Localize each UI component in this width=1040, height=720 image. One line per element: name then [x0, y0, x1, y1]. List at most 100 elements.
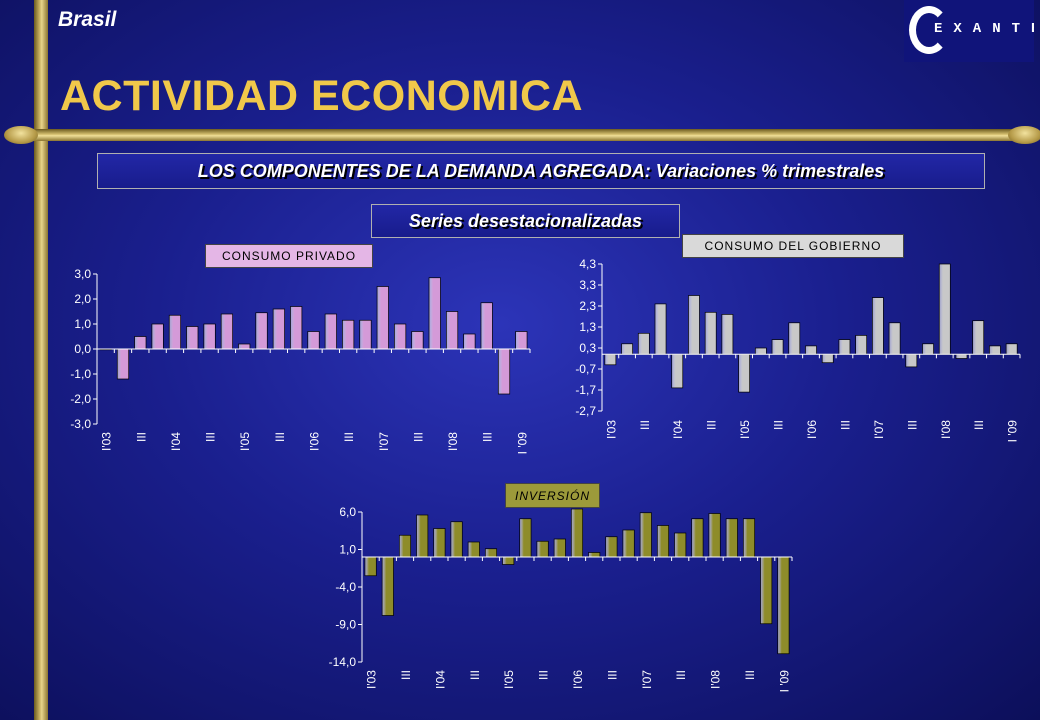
- series-label-box: Series desestacionalizadas: [371, 204, 680, 238]
- inversion-ytick-label: 1,0: [339, 543, 356, 557]
- inversion-bar: [519, 518, 532, 558]
- consumo-privado-xtick-label: III: [411, 432, 425, 442]
- gold-vertical-bar: [34, 0, 48, 720]
- inversion-bar: [502, 556, 515, 565]
- consumo-privado-xtick-label: I'08: [446, 432, 460, 451]
- inversion-xtick-label: III: [674, 670, 688, 680]
- consumo-privado-ytick-label: 2,0: [74, 292, 91, 306]
- subtitle-text: LOS COMPONENTES DE LA DEMANDA AGREGADA: …: [197, 160, 885, 181]
- inversion-xtick-label: I'03: [365, 670, 379, 689]
- inversion-xtick-label: I'05: [502, 670, 516, 689]
- consumo-privado-ytick-label: 0,0: [74, 342, 91, 356]
- consumo-privado-xtick-label: I'04: [169, 432, 183, 451]
- inversion-xtick-label: III: [468, 670, 482, 680]
- inversion-bar: [570, 508, 584, 558]
- inversion-bar: [433, 528, 446, 558]
- gold-bar-cap-right: [1008, 126, 1040, 144]
- consumo-gobierno-ytick-label: -0,7: [575, 362, 596, 376]
- inversion-bar: [777, 556, 790, 655]
- consumo-gobierno-xtick-label: III: [838, 420, 852, 430]
- inversion-bar: [691, 518, 704, 558]
- consumo-gobierno-xtick-label: III: [905, 420, 919, 430]
- consumo-privado-xtick-label: I '09: [515, 432, 529, 455]
- consumo-gobierno-xtick-label: III: [772, 420, 786, 430]
- inversion-xtick-label: III: [399, 670, 413, 680]
- series-label-text: Series desestacionalizadas: [408, 210, 643, 231]
- inversion-bar: [760, 556, 773, 625]
- inversion-bar: [588, 552, 601, 558]
- inversion-bar: [708, 513, 721, 558]
- consumo-privado-xtick-label: I'06: [308, 432, 322, 451]
- consumo-gobierno-xtick-label: I'07: [872, 420, 886, 439]
- page-title: ACTIVIDAD ECONOMICA: [60, 72, 584, 120]
- consumo-gobierno-ytick-label: -1,7: [575, 383, 596, 397]
- consumo-privado-xtick-label: I'03: [100, 432, 114, 451]
- chart-title-consumo-gobierno: CONSUMO DEL GOBIERNO: [682, 234, 904, 258]
- consumo-gobierno-ytick-label: -2,7: [575, 404, 596, 418]
- inversion-bar: [725, 518, 738, 558]
- inversion-bar: [639, 512, 652, 558]
- inversion-bar: [536, 540, 549, 558]
- consumo-gobierno-xtick-label: III: [705, 420, 719, 430]
- consumo-gobierno-xtick-label: I'04: [671, 420, 685, 439]
- consumo-gobierno-xtick-label: I'05: [738, 420, 752, 439]
- gold-bar-cap-left: [4, 126, 38, 144]
- inversion-bar: [656, 525, 670, 558]
- consumo-gobierno-ytick-label: 1,3: [579, 320, 596, 334]
- consumo-privado-xtick-label: I'05: [238, 432, 252, 451]
- inversion-xtick-label: I'08: [709, 670, 723, 689]
- logo-text: EXANTE: [934, 21, 1034, 37]
- consumo-privado-ytick-label: -3,0: [70, 417, 91, 431]
- inversion-xtick-label: I'06: [571, 670, 585, 689]
- consumo-gobierno-xtick-label: I'03: [604, 420, 618, 439]
- inversion-xtick-label: III: [537, 670, 551, 680]
- inversion-bar: [364, 556, 377, 577]
- inversion-bar: [674, 532, 687, 558]
- inversion-bar: [381, 556, 394, 616]
- consumo-gobierno-ytick-label: 2,3: [579, 299, 596, 313]
- consumo-privado-xtick-label: III: [273, 432, 287, 442]
- gold-horizontal-bar: [8, 129, 1040, 141]
- consumo-privado-xtick-label: I'07: [377, 432, 391, 451]
- subtitle-box: LOS COMPONENTES DE LA DEMANDA AGREGADA: …: [97, 153, 985, 189]
- inversion-bar: [553, 538, 566, 558]
- consumo-gobierno-xtick-label: I '09: [1006, 420, 1020, 443]
- inversion-xtick-label: I '09: [777, 670, 791, 693]
- consumo-privado-ytick-label: -1,0: [70, 367, 91, 381]
- consumo-privado-ytick-label: 1,0: [74, 317, 91, 331]
- consumo-privado-xtick-label: III: [134, 432, 148, 442]
- inversion-bar: [622, 529, 635, 558]
- inversion-bar: [484, 548, 498, 558]
- inversion-xtick-label: I'07: [640, 670, 654, 689]
- consumo-privado-xtick-label: III: [342, 432, 356, 442]
- inversion-ytick-label: -9,0: [335, 618, 356, 632]
- inversion-bar: [450, 521, 463, 558]
- inversion-xtick-label: III: [605, 670, 619, 680]
- consumo-gobierno-ytick-label: 0,3: [579, 341, 596, 355]
- inversion-bar: [467, 541, 480, 558]
- inversion-xtick-label: III: [743, 670, 757, 680]
- chart-title-consumo-privado: CONSUMO PRIVADO: [205, 244, 373, 268]
- inversion-ytick-label: -4,0: [335, 580, 356, 594]
- chart-title-inversion: INVERSIÓN: [505, 483, 600, 508]
- inversion-xtick-label: I'04: [433, 670, 447, 689]
- consumo-privado-xtick-label: III: [481, 432, 495, 442]
- consumo-gobierno-ytick-label: 3,3: [579, 278, 596, 292]
- consumo-gobierno-xtick-label: III: [638, 420, 652, 430]
- logo-c-shape: [909, 6, 949, 54]
- inversion-bar: [398, 534, 412, 558]
- consumo-privado-ytick-label: -2,0: [70, 392, 91, 406]
- country-label: Brasil: [58, 8, 117, 31]
- inversion-bar: [605, 536, 618, 558]
- inversion-bar: [416, 514, 429, 558]
- consumo-gobierno-xtick-label: I'06: [805, 420, 819, 439]
- exante-logo: EXANTE: [904, 0, 1034, 62]
- inversion-ytick-label: -14,0: [329, 655, 357, 669]
- inversion-ytick-label: 6,0: [339, 505, 356, 519]
- consumo-privado-xtick-label: III: [204, 432, 218, 442]
- consumo-privado-ytick-label: 3,0: [74, 267, 91, 281]
- consumo-gobierno-xtick-label: I'08: [939, 420, 953, 439]
